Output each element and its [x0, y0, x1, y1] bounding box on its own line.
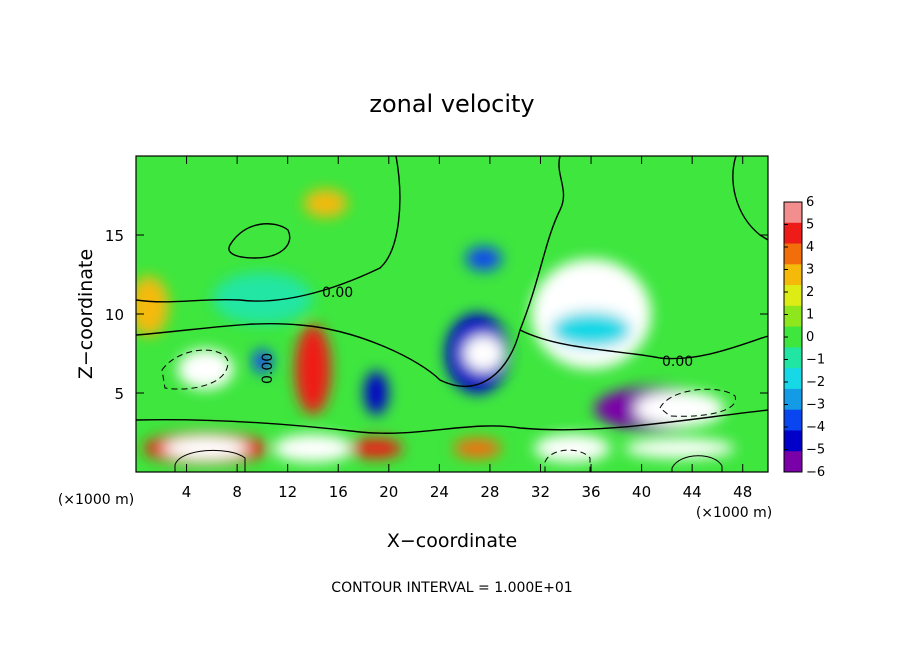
contour-lines [136, 156, 768, 472]
x-tick-label: 24 [430, 483, 449, 501]
y-axis-ticks: 5 10 15 [105, 227, 768, 403]
contour-line-negative [544, 449, 591, 472]
field-feature [624, 438, 735, 459]
contour-interval-note: CONTOUR INTERVAL = 1.000E+01 [331, 580, 572, 596]
contour-line [228, 223, 291, 259]
contour-line-negative [659, 388, 736, 417]
colorbar-label: 5 [806, 218, 814, 233]
contour-line [671, 455, 723, 472]
colorbar-label: −1 [806, 353, 825, 368]
contour-labels: 0.00 0.00 0.00 [260, 285, 693, 384]
colorbar-swatch [784, 368, 802, 390]
colorbar-label: 1 [806, 308, 814, 323]
x-tick-label: 4 [182, 483, 192, 501]
field-feature [177, 349, 234, 390]
x-tick-label: 48 [733, 483, 752, 501]
field-feature [364, 371, 389, 415]
colorbar-label: 4 [806, 240, 814, 255]
colorbar-swatch [784, 243, 802, 265]
colorbar-label: 0 [806, 330, 814, 345]
colorbar-swatch [784, 202, 802, 224]
x-tick-label: 40 [632, 483, 651, 501]
field-feature [534, 434, 611, 463]
field-feature [252, 349, 273, 374]
colorbar-swatch [784, 264, 802, 286]
colorbar-swatch [784, 347, 802, 369]
x-tick-label: 44 [683, 483, 702, 501]
colorbar-label: −5 [806, 443, 825, 458]
field-feature [163, 436, 248, 461]
contour-label: 0.00 [322, 285, 353, 301]
contour-line [519, 329, 768, 360]
heatmap-field: 0.00 0.00 0.00 [136, 156, 768, 472]
x-axis-unit: (×1000 m) [696, 505, 772, 521]
y-axis-label: Z−coordinate [75, 249, 97, 379]
contour-label: 0.00 [260, 353, 276, 384]
x-tick-label: 32 [531, 483, 550, 501]
contour-line-negative [161, 349, 229, 390]
field-feature [272, 434, 353, 463]
colorbar-swatch [784, 451, 802, 473]
x-tick-label: 16 [329, 483, 348, 501]
field-blobs [136, 189, 735, 465]
y-tick-label: 15 [105, 227, 124, 245]
y-tick-label: 10 [105, 306, 124, 324]
field-feature [136, 276, 169, 337]
colorbar-label: 6 [806, 195, 814, 210]
colorbar-label: −3 [806, 398, 825, 413]
colorbar-swatch [784, 430, 802, 452]
y-tick-label: 5 [114, 385, 124, 403]
colorbar-swatch [784, 222, 802, 245]
x-tick-label: 8 [232, 483, 242, 501]
colorbar-swatch [784, 409, 802, 431]
contour-label: 0.00 [662, 354, 693, 370]
x-axis-label: X−coordinate [387, 530, 517, 552]
chart-title: zonal velocity [369, 90, 534, 118]
colorbar-label: −4 [806, 420, 825, 435]
field-feature [294, 324, 331, 415]
colorbar-label: −2 [806, 375, 825, 390]
colorbar-label: 3 [806, 263, 814, 278]
field-feature [465, 246, 502, 271]
colorbar-swatch [784, 326, 802, 348]
x-tick-label: 12 [278, 483, 297, 501]
x-tick-label: 28 [480, 483, 499, 501]
contour-line [174, 449, 246, 472]
field-feature [453, 438, 502, 459]
contour-line [136, 409, 768, 434]
field-feature [350, 438, 403, 459]
colorbar-swatch [784, 305, 802, 328]
x-axis-ticks: 4 8 12 16 20 24 28 32 36 40 44 48 [182, 156, 752, 501]
colorbar-swatch [784, 388, 802, 411]
field-feature [303, 189, 348, 218]
colorbar-label: 2 [806, 285, 814, 300]
field-feature [551, 311, 632, 348]
colorbar: 6 5 4 3 2 1 0 −1 −2 −3 −4 −5 −6 [783, 195, 825, 480]
contour-line [136, 156, 401, 303]
x-tick-label: 36 [581, 483, 600, 501]
x-tick-label: 20 [379, 483, 398, 501]
y-axis-unit: (×1000 m) [58, 492, 134, 508]
contour-line [136, 156, 565, 387]
field-feature [212, 272, 313, 325]
field-feature [463, 335, 504, 372]
colorbar-swatch [784, 285, 802, 307]
contour-line [732, 156, 768, 241]
colorbar-label: −6 [806, 465, 825, 480]
